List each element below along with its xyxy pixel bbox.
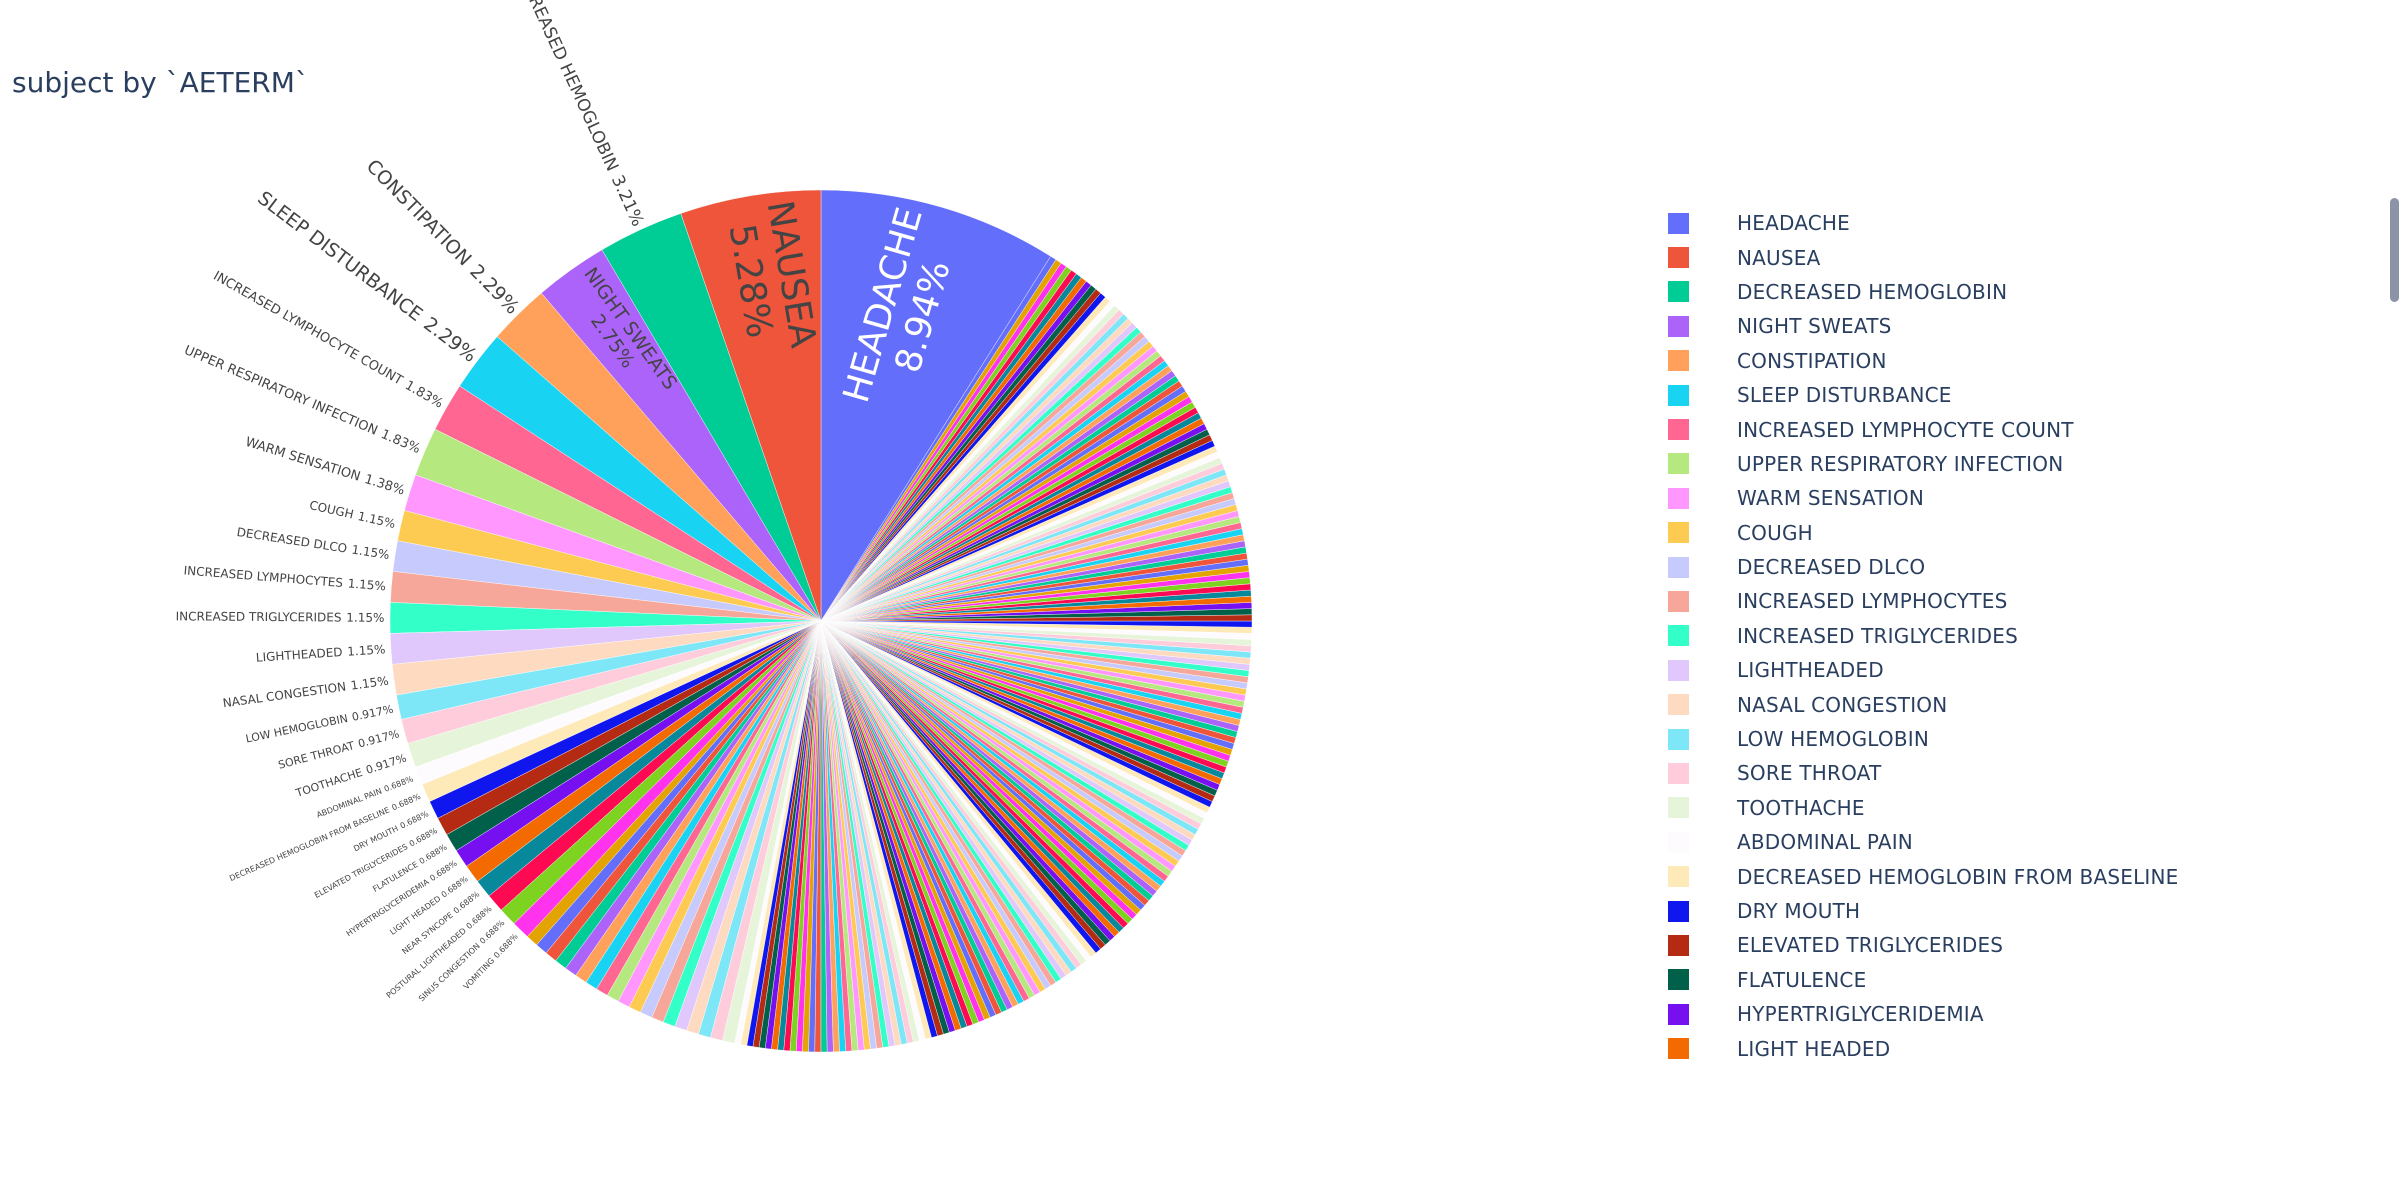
legend-swatch [1668, 522, 1689, 544]
slice-label: DECREASED HEMOGLOBIN3.21% [509, 0, 647, 230]
legend-swatch [1668, 694, 1689, 716]
legend-swatch [1668, 797, 1689, 819]
legend-label: HYPERTRIGLYCERIDEMIA [1737, 1002, 1984, 1027]
legend-item-night-sweats[interactable]: NIGHT SWEATS [1668, 309, 2179, 343]
legend-swatch [1668, 1038, 1689, 1060]
legend-label: ABDOMINAL PAIN [1737, 830, 1913, 855]
slice-label: INCREASED TRIGLYCERIDES 1.15% [176, 609, 385, 625]
legend-swatch [1668, 900, 1689, 922]
legend-label: INCREASED LYMPHOCYTES [1737, 589, 2008, 614]
legend-swatch [1668, 659, 1689, 681]
legend-swatch [1668, 419, 1689, 441]
pie-slice-headache[interactable] [820, 189, 1051, 622]
legend-label: NAUSEA [1737, 245, 1821, 270]
legend-label: SORE THROAT [1737, 761, 1882, 786]
slice-label: COUGH 1.15% [308, 498, 397, 531]
legend-item-decreased-dlco[interactable]: DECREASED DLCO [1668, 550, 2179, 584]
legend-swatch [1668, 590, 1689, 612]
slice-label: DECREASED DLCO 1.15% [236, 525, 391, 562]
legend-swatch [1668, 831, 1689, 853]
slice-label: DECREASED HEMOGLOBIN FROM BASELINE0.688% [228, 791, 422, 882]
legend-swatch [1668, 315, 1689, 337]
legend-label: LOW HEMOGLOBIN [1737, 727, 1930, 752]
legend-label: UPPER RESPIRATORY INFECTION [1737, 451, 2064, 476]
legend-swatch [1668, 487, 1689, 509]
legend-label: COUGH [1737, 520, 1813, 545]
legend-item-light-headed[interactable]: LIGHT HEADED [1668, 1031, 2179, 1065]
legend-swatch [1668, 453, 1689, 475]
legend-item-constipation[interactable]: CONSTIPATION [1668, 344, 2179, 378]
legend-item-elevated-triglycerides[interactable]: ELEVATED TRIGLYCERIDES [1668, 928, 2179, 962]
legend-label: DECREASED DLCO [1737, 555, 1926, 580]
legend-item-nausea[interactable]: NAUSEA [1668, 240, 2179, 274]
legend-label: NASAL CONGESTION [1737, 692, 1948, 717]
legend-item-increased-lymphocytes[interactable]: INCREASED LYMPHOCYTES [1668, 584, 2179, 618]
pie-slice[interactable] [820, 256, 1057, 622]
legend-item-decreased-hemoglobin[interactable]: DECREASED HEMOGLOBIN [1668, 275, 2179, 309]
legend: HEADACHE NAUSEA DECREASED HEMOGLOBIN NIGHT … [1668, 206, 2179, 1066]
slice-label: NAUSEA5.28% [718, 198, 824, 358]
legend-item-headache[interactable]: HEADACHE [1668, 206, 2179, 240]
legend-swatch [1668, 625, 1689, 647]
legend-label: DECREASED HEMOGLOBIN FROM BASELINE [1737, 864, 2179, 889]
legend-label: TOOTHACHE [1737, 795, 1865, 820]
legend-swatch [1668, 1003, 1689, 1025]
legend-label: LIGHTHEADED [1737, 658, 1884, 683]
slice-label: SLEEP DISTURBANCE2.29% [253, 187, 480, 367]
legend-label: CONSTIPATION [1737, 348, 1887, 373]
legend-swatch [1668, 247, 1689, 269]
legend-item-upper-respiratory-infection[interactable]: UPPER RESPIRATORY INFECTION [1668, 447, 2179, 481]
legend-item-nasal-congestion[interactable]: NASAL CONGESTION [1668, 687, 2179, 721]
legend-label: NIGHT SWEATS [1737, 314, 1892, 339]
slice-label: FLATULENCE0.688% [371, 842, 449, 893]
legend-item-sore-throat[interactable]: SORE THROAT [1668, 756, 2179, 790]
legend-swatch [1668, 281, 1689, 303]
legend-label: FLATULENCE [1737, 967, 1867, 992]
legend-item-flatulence[interactable]: FLATULENCE [1668, 963, 2179, 997]
legend-item-hypertriglyceridemia[interactable]: HYPERTRIGLYCERIDEMIA [1668, 997, 2179, 1031]
slice-label: LIGHTHEADED 1.15% [255, 642, 385, 664]
legend-swatch [1668, 866, 1689, 888]
legend-swatch [1668, 556, 1689, 578]
legend-swatch [1668, 212, 1689, 234]
slice-label: WARM SENSATION1.38% [244, 434, 407, 498]
chart-title: subject by `AETERM` [12, 66, 309, 99]
legend-scrollbar[interactable] [2390, 198, 2399, 302]
legend-label: WARM SENSATION [1737, 486, 1924, 511]
legend-item-cough[interactable]: COUGH [1668, 516, 2179, 550]
slice-label: NASAL CONGESTION 1.15% [222, 674, 390, 711]
legend-item-lightheaded[interactable]: LIGHTHEADED [1668, 653, 2179, 687]
pie-slice-nausea[interactable] [680, 189, 822, 622]
legend-swatch [1668, 728, 1689, 750]
legend-item-low-hemoglobin[interactable]: LOW HEMOGLOBIN [1668, 722, 2179, 756]
legend-item-toothache[interactable]: TOOTHACHE [1668, 791, 2179, 825]
legend-swatch [1668, 934, 1689, 956]
legend-label: LIGHT HEADED [1737, 1036, 1891, 1061]
legend-swatch [1668, 969, 1689, 991]
legend-item-dry-mouth[interactable]: DRY MOUTH [1668, 894, 2179, 928]
legend-item-abdominal-pain[interactable]: ABDOMINAL PAIN [1668, 825, 2179, 859]
slice-label: VOMITING0.688% [461, 931, 519, 991]
legend-item-sleep-disturbance[interactable]: SLEEP DISTURBANCE [1668, 378, 2179, 412]
legend-item-warm-sensation[interactable]: WARM SENSATION [1668, 481, 2179, 515]
legend-label: DECREASED HEMOGLOBIN [1737, 279, 2008, 304]
legend-swatch [1668, 384, 1689, 406]
slice-label: INCREASED LYMPHOCYTES 1.15% [183, 563, 386, 593]
legend-label: HEADACHE [1737, 211, 1850, 236]
legend-swatch [1668, 350, 1689, 372]
legend-item-decreased-hemoglobin-from-baseline[interactable]: DECREASED HEMOGLOBIN FROM BASELINE [1668, 859, 2179, 893]
legend-label: ELEVATED TRIGLYCERIDES [1737, 933, 2004, 958]
slice-label: UPPER RESPIRATORY INFECTION1.83% [182, 343, 423, 457]
legend-item-increased-lymphocyte-count[interactable]: INCREASED LYMPHOCYTE COUNT [1668, 412, 2179, 446]
legend-swatch [1668, 762, 1689, 784]
legend-label: INCREASED TRIGLYCERIDES [1737, 623, 2018, 648]
legend-label: DRY MOUTH [1737, 899, 1861, 923]
legend-item-increased-triglycerides[interactable]: INCREASED TRIGLYCERIDES [1668, 619, 2179, 653]
slice-label: INCREASED LYMPHOCYTE COUNT1.83% [211, 268, 446, 411]
legend-label: SLEEP DISTURBANCE [1737, 383, 1952, 408]
legend-label: INCREASED LYMPHOCYTE COUNT [1737, 417, 2074, 442]
